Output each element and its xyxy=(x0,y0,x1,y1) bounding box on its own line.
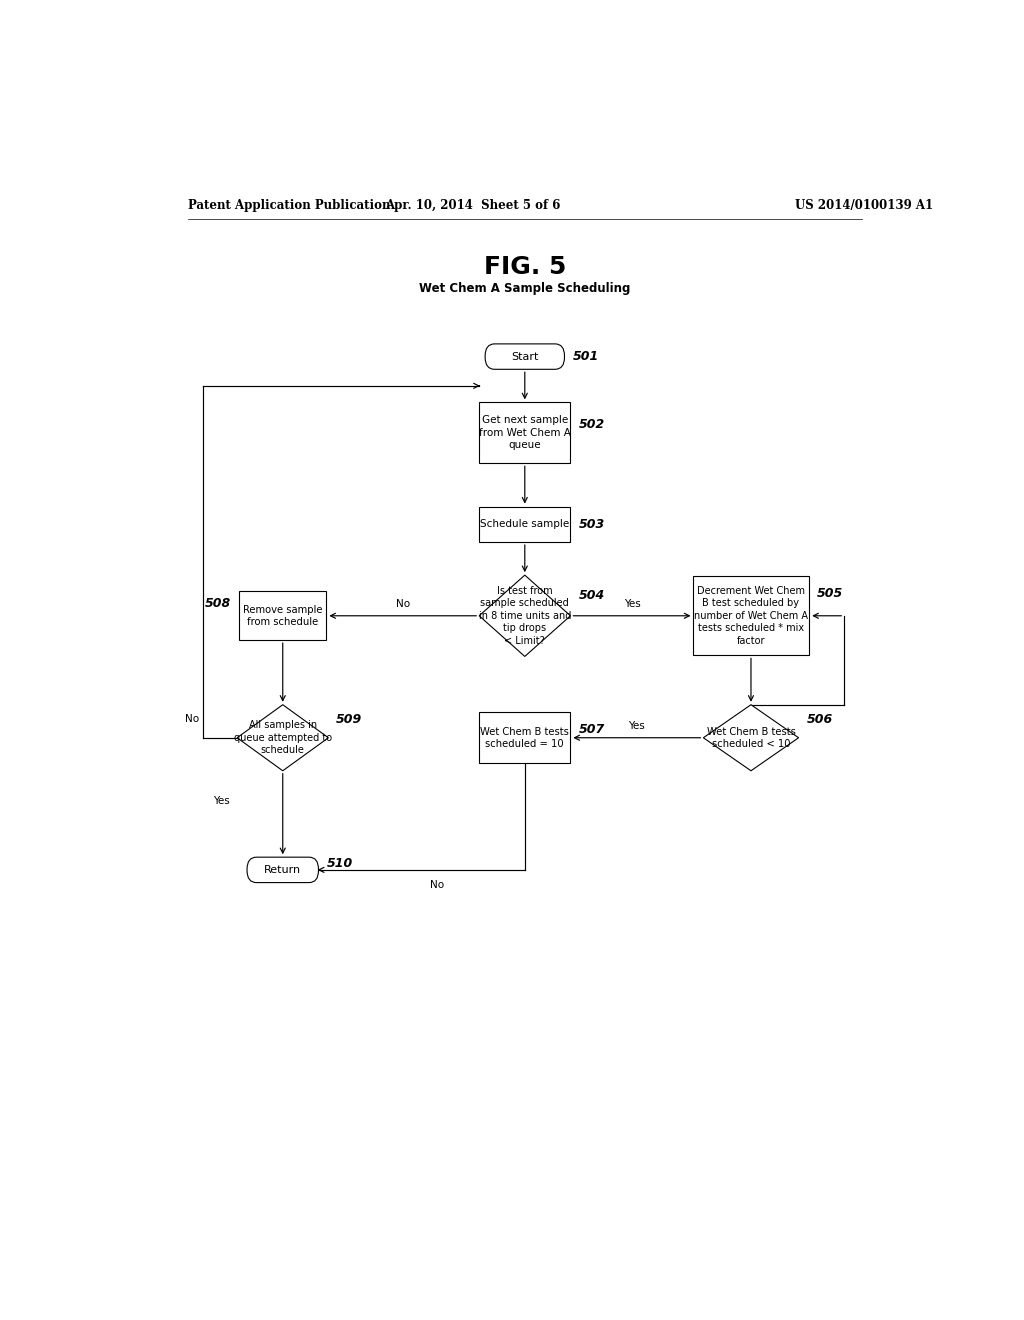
Polygon shape xyxy=(238,705,329,771)
Polygon shape xyxy=(703,705,799,771)
Text: Yes: Yes xyxy=(629,721,645,731)
Text: Decrement Wet Chem
B test scheduled by
number of Wet Chem A
tests scheduled * mi: Decrement Wet Chem B test scheduled by n… xyxy=(694,586,808,645)
Text: 505: 505 xyxy=(816,587,843,599)
Text: US 2014/0100139 A1: US 2014/0100139 A1 xyxy=(795,198,933,211)
Text: 501: 501 xyxy=(572,350,599,363)
Text: Patent Application Publication: Patent Application Publication xyxy=(187,198,390,211)
Text: 502: 502 xyxy=(579,418,604,432)
FancyBboxPatch shape xyxy=(240,591,327,640)
Text: 504: 504 xyxy=(579,589,604,602)
Text: 506: 506 xyxy=(807,713,833,726)
Text: 510: 510 xyxy=(327,857,352,870)
Text: No: No xyxy=(185,714,200,725)
FancyBboxPatch shape xyxy=(479,507,570,543)
Text: Return: Return xyxy=(264,865,301,875)
FancyBboxPatch shape xyxy=(247,857,318,883)
Text: No: No xyxy=(430,880,444,890)
Text: 507: 507 xyxy=(579,723,604,737)
Polygon shape xyxy=(479,576,570,656)
FancyBboxPatch shape xyxy=(479,403,570,463)
Text: Yes: Yes xyxy=(213,796,230,807)
Text: Start: Start xyxy=(511,351,539,362)
Text: Yes: Yes xyxy=(624,599,640,609)
Text: Remove sample
from schedule: Remove sample from schedule xyxy=(243,605,323,627)
Text: Wet Chem B tests
scheduled < 10: Wet Chem B tests scheduled < 10 xyxy=(707,726,796,748)
Text: Schedule sample: Schedule sample xyxy=(480,519,569,529)
Text: 508: 508 xyxy=(205,597,231,610)
Text: Apr. 10, 2014  Sheet 5 of 6: Apr. 10, 2014 Sheet 5 of 6 xyxy=(385,198,561,211)
Text: Wet Chem A Sample Scheduling: Wet Chem A Sample Scheduling xyxy=(419,282,631,294)
FancyBboxPatch shape xyxy=(693,576,809,656)
Text: 509: 509 xyxy=(336,713,362,726)
Text: All samples in
queue attempted to
schedule: All samples in queue attempted to schedu… xyxy=(233,721,332,755)
Text: FIG. 5: FIG. 5 xyxy=(483,255,566,279)
Text: Get next sample
from Wet Chem A
queue: Get next sample from Wet Chem A queue xyxy=(479,416,570,450)
Text: No: No xyxy=(395,599,410,609)
FancyBboxPatch shape xyxy=(479,713,570,763)
Text: Is test from
sample scheduled
in 8 time units and
tip drops
< Limit?: Is test from sample scheduled in 8 time … xyxy=(478,586,571,645)
FancyBboxPatch shape xyxy=(485,345,564,370)
Text: Wet Chem B tests
scheduled = 10: Wet Chem B tests scheduled = 10 xyxy=(480,726,569,748)
Text: 503: 503 xyxy=(579,517,604,531)
